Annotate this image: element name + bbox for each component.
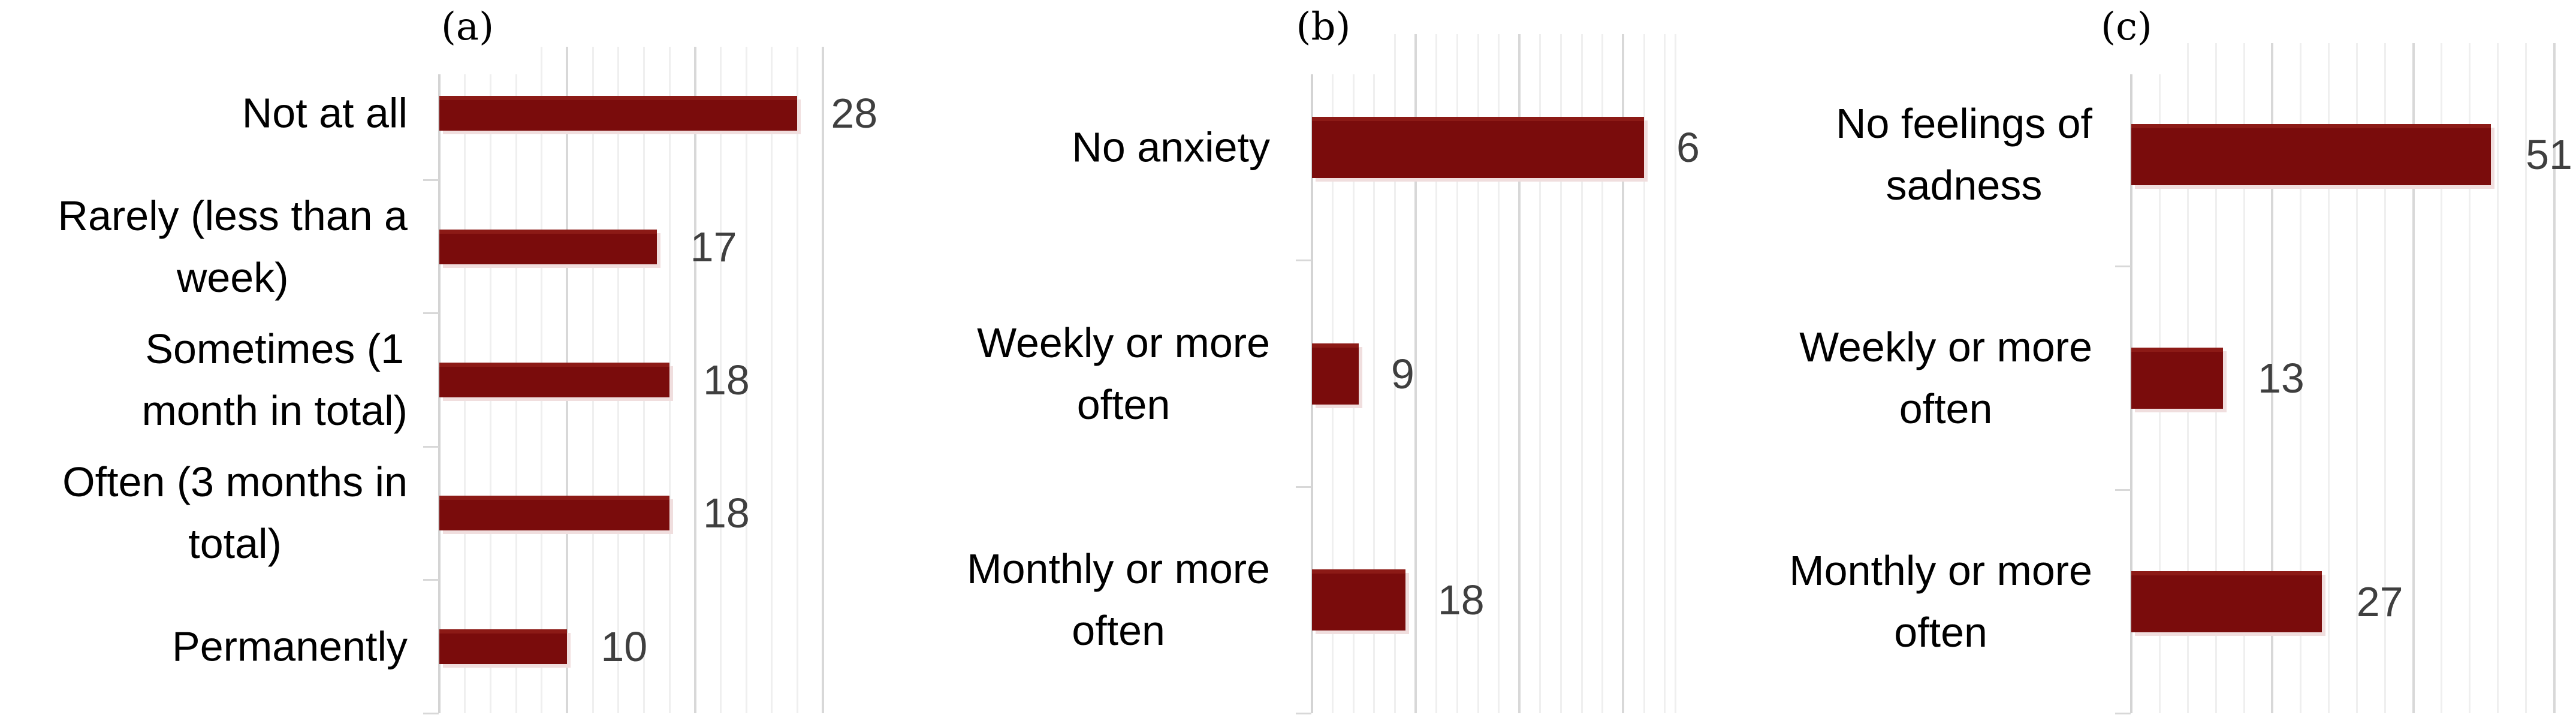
gridline-minor <box>1560 34 1563 713</box>
bar <box>439 229 657 264</box>
bar <box>2131 124 2491 186</box>
category-label: No anxiety <box>1072 123 1270 171</box>
axis-tick <box>1296 485 1311 488</box>
gridline-minor <box>1498 34 1500 713</box>
axis-tick <box>2115 488 2131 491</box>
gridline-major <box>1622 34 1625 713</box>
gridline-minor <box>2299 43 2301 713</box>
bar <box>439 629 568 664</box>
gridline-minor <box>719 47 722 713</box>
category-label: Monthly or more often <box>967 545 1270 654</box>
axis-tick <box>423 579 439 581</box>
bar <box>1312 343 1359 405</box>
gridline-minor <box>1539 34 1542 713</box>
gridline-minor <box>1580 34 1583 713</box>
value-label: 6 <box>1676 123 1700 171</box>
axis-tick <box>2115 266 2131 268</box>
bar <box>1312 116 1645 178</box>
gridline-minor <box>2525 43 2527 713</box>
gridline-major <box>693 47 696 713</box>
value-label: 9 <box>1390 350 1414 397</box>
gridline-major <box>2553 43 2556 713</box>
value-label: 28 <box>831 90 878 137</box>
gridline-minor <box>668 47 671 713</box>
value-label: 13 <box>2257 355 2304 402</box>
gridline-minor <box>1664 34 1666 713</box>
value-label: 18 <box>703 490 750 537</box>
gridline-minor <box>2243 43 2245 713</box>
value-label: 18 <box>703 357 750 403</box>
category-label: Permanently <box>172 623 408 670</box>
gridline-minor <box>1674 34 1676 713</box>
gridline-minor <box>1456 34 1458 713</box>
gridline-major <box>1414 34 1417 713</box>
value-label: 27 <box>2356 578 2403 625</box>
gridline-major <box>2412 43 2415 713</box>
gridline-major <box>2271 43 2274 713</box>
bar <box>439 496 669 531</box>
value-label: 17 <box>690 223 737 270</box>
gridline-minor <box>2327 43 2330 713</box>
bar <box>2131 571 2322 632</box>
gridline-minor <box>1435 34 1438 713</box>
gridline-minor <box>745 47 747 713</box>
gridline-minor <box>1643 34 1645 713</box>
category-label: Not at all <box>242 89 408 137</box>
category-label: Monthly or more often <box>1789 547 2092 656</box>
gridline-minor <box>1394 34 1396 713</box>
gridline-major <box>1518 34 1521 713</box>
axis-tick <box>2115 712 2131 714</box>
axis-tick <box>423 312 439 315</box>
category-label: Sometimes (1 month in total) <box>141 325 408 434</box>
gridline-minor <box>2384 43 2387 713</box>
bar <box>1312 569 1405 631</box>
axis-tick <box>423 179 439 181</box>
value-label: 51 <box>2526 131 2572 179</box>
gridline-minor <box>2469 43 2471 713</box>
gridline-minor <box>796 47 798 713</box>
value-label: 18 <box>1437 577 1485 624</box>
gridline-minor <box>2441 43 2443 713</box>
axis-tick <box>1296 260 1311 262</box>
category-label: Rarely (less than a week) <box>58 192 408 301</box>
category-label: Weekly or more often <box>1799 324 2092 432</box>
chart-title: (c) <box>2070 1 2183 74</box>
gridline-minor <box>2356 43 2358 713</box>
chart-title: (b) <box>1265 1 1382 74</box>
chart-title: (a) <box>409 1 526 74</box>
category-label: No feelings of sadness <box>1835 100 2092 209</box>
gridline-minor <box>2497 43 2499 713</box>
axis-tick <box>423 445 439 448</box>
axis-tick <box>1296 712 1311 714</box>
gridline-minor <box>1373 34 1376 713</box>
bar <box>2131 348 2223 409</box>
gridline-minor <box>1601 34 1604 713</box>
gridline-minor <box>771 47 773 713</box>
category-label: Weekly or more often <box>977 319 1270 428</box>
bar <box>439 96 798 131</box>
value-label: 10 <box>601 623 648 670</box>
bar <box>439 363 669 397</box>
gridline-minor <box>1477 34 1479 713</box>
axis-tick <box>423 712 439 714</box>
gridline-major <box>822 47 824 713</box>
category-label: Often (3 months in total) <box>62 458 408 568</box>
